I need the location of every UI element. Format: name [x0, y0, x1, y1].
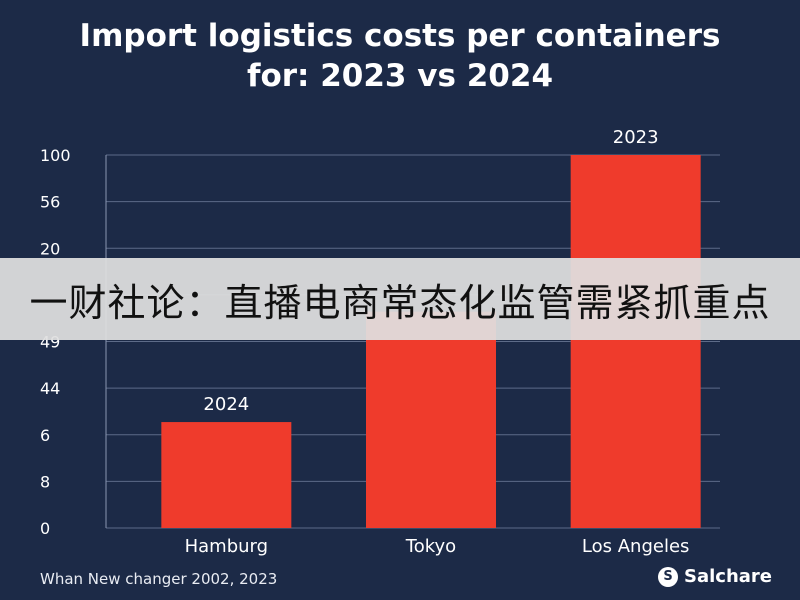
brand-logo: S Salchare — [658, 566, 772, 587]
y-tick-label: 56 — [40, 193, 60, 212]
y-tick-label: 0 — [40, 519, 50, 538]
y-tick-label: 8 — [40, 472, 50, 491]
bar-data-label: 2024 — [203, 394, 249, 415]
bar-tokyo — [366, 311, 496, 528]
footnote: Whan New changer 2002, 2023 — [40, 570, 278, 588]
bar-hamburg — [161, 422, 292, 528]
bar-data-label: 2023 — [613, 127, 659, 148]
chart-title-line-1: Import logistics costs per containers — [79, 18, 721, 54]
news-banner-text: 一财社论：直播电商常态化监管需紧抓重点 — [29, 280, 771, 325]
y-tick-label: 6 — [40, 426, 50, 445]
x-tick-label: Tokyo — [405, 536, 456, 557]
y-tick-label: 44 — [40, 379, 60, 398]
y-tick-label: 20 — [40, 239, 60, 258]
chart-title-line-2: for: 2023 vs 2024 — [246, 58, 554, 94]
news-banner: 一财社论：直播电商常态化监管需紧抓重点 — [0, 258, 800, 340]
y-tick-label: 100 — [40, 146, 71, 165]
brand-icon: S — [658, 566, 678, 587]
x-tick-label: Los Angeles — [582, 536, 690, 557]
bar-los-angeles — [570, 155, 701, 528]
x-tick-label: Hamburg — [185, 536, 268, 557]
brand-name: Salchare — [684, 566, 772, 587]
